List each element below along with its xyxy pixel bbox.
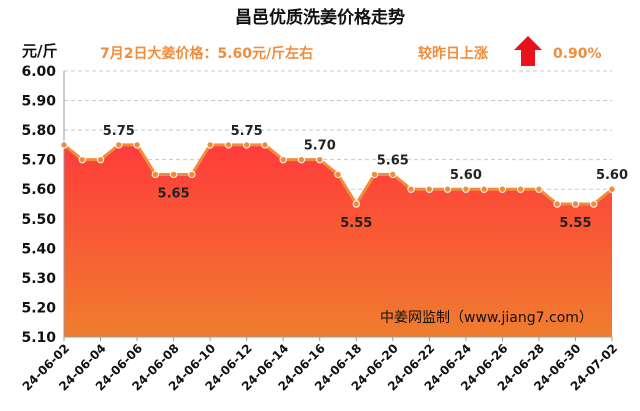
data-label: 5.55: [340, 216, 372, 231]
y-tick-label: 5.30: [21, 271, 56, 287]
data-point: [370, 170, 379, 179]
data-point: [334, 170, 342, 179]
data-point: [188, 170, 196, 179]
axes: [63, 71, 612, 338]
data-point: [96, 155, 105, 164]
area-fill: [64, 144, 612, 337]
change-label: 较昨日上涨: [418, 45, 488, 62]
data-point: [242, 141, 251, 149]
data-point: [425, 185, 434, 193]
data-point: [407, 185, 415, 193]
y-tick-label: 5.80: [21, 123, 56, 139]
data-point: [516, 185, 525, 193]
data-point: [571, 200, 580, 208]
data-point: [553, 200, 561, 208]
data-label: 5.70: [304, 139, 336, 154]
data-point: [261, 141, 269, 149]
data-point: [462, 185, 470, 193]
data-label: 5.75: [103, 124, 135, 139]
data-label: 5.55: [559, 216, 591, 231]
y-tick-label: 6.00: [21, 64, 56, 80]
x-axis-ticks: 24-06-0224-06-0424-06-0624-06-0824-06-10…: [20, 337, 620, 394]
data-point: [115, 141, 123, 149]
data-label: 5.60: [596, 168, 628, 183]
chart-title: 昌邑优质洗姜价格走势: [235, 7, 405, 28]
data-point: [590, 200, 598, 208]
y-tick-label: 5.90: [21, 94, 56, 110]
data-point: [206, 141, 214, 149]
price-note: 7月2日大姜价格：5.60元/斤左右: [100, 45, 313, 62]
data-label: 5.65: [377, 153, 409, 168]
data-point: [133, 141, 141, 149]
data-point: [297, 155, 306, 164]
data-point: [169, 170, 178, 179]
data-labels: 5.75 5.65 5.75 5.70 5.55 5.65 5.60 5.55 5.60: [103, 124, 628, 231]
y-tick-label: 5.40: [21, 241, 56, 257]
data-point: [480, 185, 488, 193]
data-point: [352, 200, 360, 208]
data-points: [60, 141, 616, 208]
data-label: 5.65: [158, 186, 190, 201]
data-point: [443, 185, 452, 193]
data-point: [78, 155, 86, 164]
data-point: [389, 170, 397, 179]
data-point: [279, 155, 287, 164]
data-point: [316, 155, 324, 164]
data-label: 5.75: [231, 124, 263, 139]
change-value: 0.90%: [553, 46, 602, 62]
data-label: 5.60: [450, 168, 482, 183]
y-tick-label: 5.60: [21, 182, 56, 198]
data-point: [535, 185, 543, 193]
data-point: [60, 141, 68, 149]
y-tick-label: 5.10: [21, 330, 56, 346]
y-axis-ticks: 5.10 5.20 5.30 5.40 5.50 5.60 5.70 5.80 5.90 6.00: [21, 64, 56, 346]
y-axis-unit: 元/斤: [22, 42, 57, 60]
data-point: [608, 185, 616, 193]
source-credit: 中姜网监制（www.jiang7.com）: [380, 310, 593, 326]
y-tick-label: 5.20: [21, 300, 56, 316]
y-tick-label: 5.70: [21, 153, 56, 169]
data-point: [498, 185, 507, 193]
y-tick-label: 5.50: [21, 212, 56, 228]
up-arrow-icon: [514, 36, 542, 66]
data-point: [151, 170, 160, 179]
data-point: [224, 141, 233, 149]
